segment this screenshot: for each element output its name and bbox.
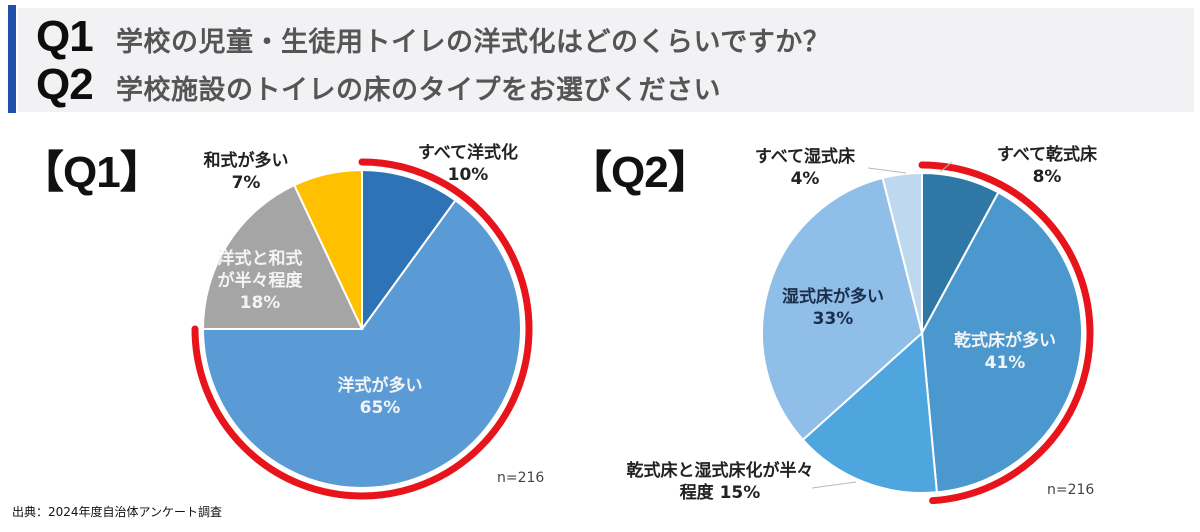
leader-line-all-wet (867, 167, 907, 174)
label-value: 18% (239, 293, 281, 313)
q2-question-text: 学校施設のトイレの床のタイプをお選びください (116, 75, 721, 106)
label-value: 7% (231, 173, 261, 193)
q1-section-label: 【Q1】 (20, 148, 164, 197)
label-text: すべて湿式床 (754, 147, 856, 167)
label-text: 湿式床が多い (782, 287, 884, 307)
q2-label-mostly-dry: 乾式床が多い 41% (930, 330, 1080, 374)
label-text: 洋式と和式 (217, 249, 303, 269)
highlight-arc (191, 158, 533, 500)
label-value: 10% (447, 165, 489, 185)
q2-sample-size: n=216 (1047, 482, 1095, 498)
q1-pie-chart (191, 158, 533, 500)
pie-slice (361, 168, 457, 333)
q1-label-mostly-western: 洋式が多い 65% (305, 375, 455, 419)
pie-slice (761, 176, 924, 442)
label-value: 41% (984, 353, 1026, 373)
source-note: 出典：2024年度自治体アンケート調査 (12, 505, 223, 519)
q2-label-all-wet: すべて湿式床 4% (740, 146, 870, 190)
header-accent-bar (8, 5, 16, 113)
pie-slice (801, 330, 938, 494)
pie-slice (292, 168, 363, 330)
label-text: 洋式が多い (337, 376, 423, 396)
header-question-2: Q2 学校施設のトイレの床のタイプをお選びください (36, 60, 721, 110)
q1-label-half-half: 洋式と和式 が半々程度 18% (205, 248, 315, 314)
q2-label-all-dry: すべて乾式床 8% (982, 144, 1112, 188)
label-text-2: が半々程度 (217, 271, 303, 291)
q2-label-mostly-wet: 湿式床が多い 33% (763, 286, 903, 330)
label-text: 乾式床が多い (954, 331, 1056, 351)
label-value: 33% (812, 309, 854, 329)
label-text: 和式が多い (203, 151, 289, 171)
q1-sample-size: n=216 (497, 470, 545, 486)
leader-line-all-dry (939, 161, 953, 173)
label-value: 4% (790, 169, 820, 189)
q1-question-text: 学校の児童・生徒用トイレの洋式化はどのくらいですか？ (116, 27, 831, 58)
label-text: すべて洋式化 (417, 143, 519, 163)
label-text: 乾式床と湿式床化が半々 (626, 461, 814, 481)
q1-label-mostly-japanese: 和式が多い 7% (186, 150, 306, 194)
q2-label-half-half: 乾式床と湿式床化が半々 程度 15% (615, 460, 825, 504)
q2-tag: Q2 (36, 60, 94, 109)
q2-pie-chart (761, 161, 1094, 505)
label-value: 程度 15% (679, 483, 761, 503)
q2-section-label: 【Q2】 (568, 148, 712, 197)
pie-slice (881, 171, 923, 334)
header-band (18, 8, 1194, 112)
header-question-1: Q1 学校の児童・生徒用トイレの洋式化はどのくらいですか？ (36, 12, 830, 62)
label-text: すべて乾式床 (996, 145, 1098, 165)
label-value: 8% (1032, 167, 1062, 187)
pie-slice (201, 183, 364, 330)
label-value: 65% (359, 398, 401, 418)
pie-slice (201, 198, 522, 489)
q1-tag: Q1 (36, 12, 94, 61)
highlight-arc (918, 161, 1094, 505)
pie-slice (920, 191, 1083, 494)
leader-line-half-half (811, 481, 857, 489)
q1-label-all-western: すべて洋式化 10% (403, 142, 533, 186)
